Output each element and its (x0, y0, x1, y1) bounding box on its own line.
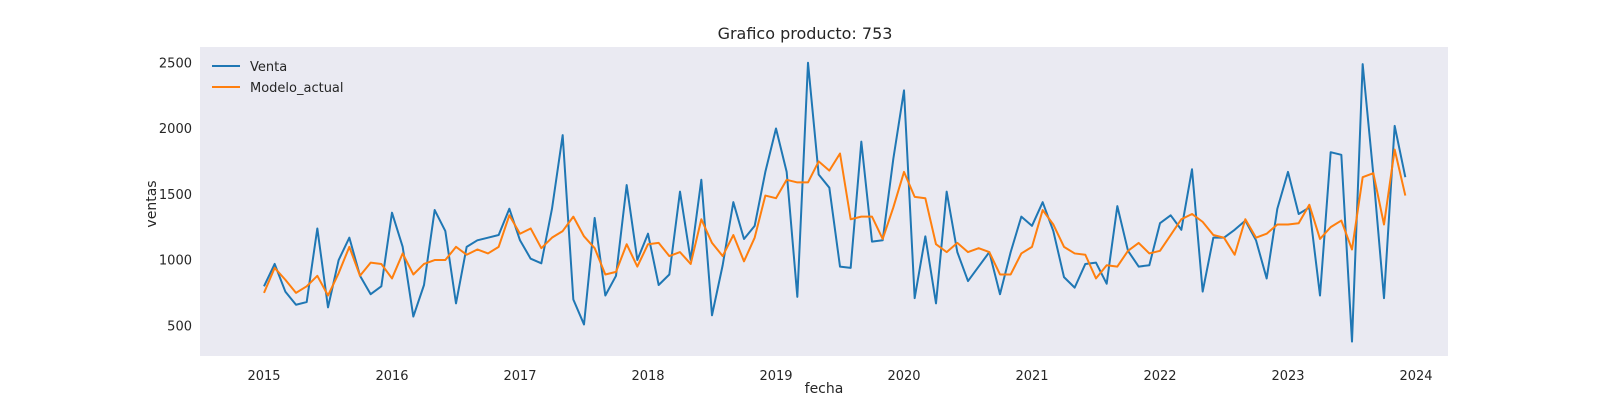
x-tick-label: 2015 (247, 369, 280, 384)
chart-title: Grafico producto: 753 (718, 24, 893, 43)
y-axis-label: ventas (144, 180, 160, 227)
x-tick-label: 2022 (1143, 369, 1176, 384)
y-tick-label: 2000 (159, 122, 192, 137)
series-line-1 (263, 148, 1407, 297)
x-tick-label: 2024 (1399, 369, 1432, 384)
legend-entry: Modelo_actual (250, 81, 344, 96)
series-line-0 (263, 61, 1407, 343)
plot-area (200, 47, 1448, 356)
x-tick-label: 2018 (631, 369, 664, 384)
x-tick-label: 2019 (759, 369, 792, 384)
x-tick-label: 2020 (887, 369, 920, 384)
x-axis-label: fecha (805, 381, 844, 397)
legend-entry: Venta (250, 60, 287, 75)
series-lines (263, 61, 1407, 343)
x-tick-label: 2017 (503, 369, 536, 384)
y-axis-ticks: 500 1000 1500 2000 2500 (159, 56, 192, 334)
y-tick-label: 1000 (159, 254, 192, 269)
y-tick-label: 500 (167, 319, 192, 334)
x-tick-label: 2021 (1015, 369, 1048, 384)
legend: Venta Modelo_actual (212, 60, 344, 96)
x-tick-label: 2016 (375, 369, 408, 384)
x-axis-ticks: 2015 2016 2017 2018 2019 2020 2021 2022 2023 2024 (247, 369, 1432, 384)
x-tick-label: 2023 (1271, 369, 1304, 384)
y-tick-label: 2500 (159, 56, 192, 71)
y-tick-label: 1500 (159, 188, 192, 203)
